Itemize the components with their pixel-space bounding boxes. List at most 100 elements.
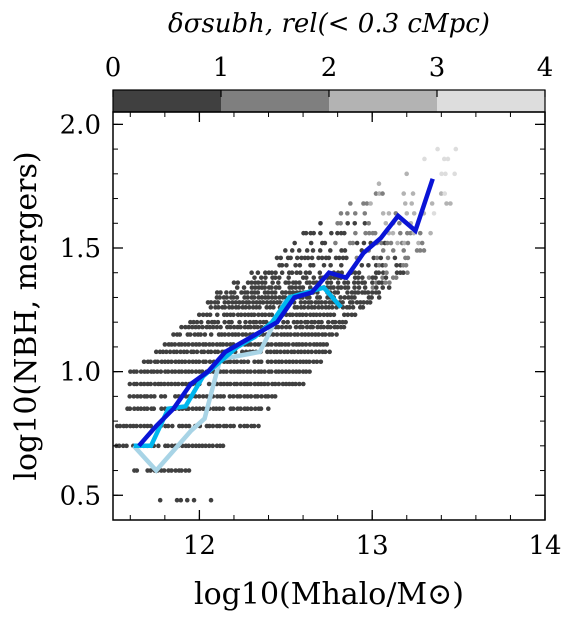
scatter-point (327, 248, 333, 253)
scatter-point (352, 211, 358, 216)
scatter-point (326, 255, 332, 261)
scatter-point (144, 394, 150, 399)
scatter-point (273, 295, 278, 300)
scatter-point (182, 359, 188, 365)
scatter-point (228, 423, 233, 429)
scatter-point (222, 332, 228, 337)
scatter-point (252, 275, 257, 280)
scatter-point (252, 342, 258, 347)
scatter-point (190, 342, 195, 347)
scatter-point (318, 230, 323, 236)
scatter-point (229, 305, 235, 310)
scatter-point (173, 468, 178, 473)
scatter-point (337, 319, 342, 325)
scatter-point (194, 349, 200, 355)
scatter-point (380, 211, 386, 216)
scatter-point (269, 290, 275, 295)
scatter-point (293, 381, 298, 387)
scatter-point (258, 381, 264, 387)
scatter-point (193, 443, 199, 449)
scatter-point (421, 248, 427, 253)
scatter-point (159, 359, 165, 365)
y-tick-label-1: 1.0 (60, 358, 101, 388)
scatter-point (331, 312, 337, 318)
scatter-point (134, 369, 139, 374)
scatter-point (184, 497, 190, 503)
scatter-point (301, 381, 306, 387)
scatter-point (226, 300, 231, 305)
scatter-point (200, 312, 206, 318)
scatter-point (316, 305, 321, 310)
scatter-point (255, 394, 260, 399)
scatter-point (286, 280, 292, 285)
scatter-point (200, 394, 206, 399)
scatter-point (386, 285, 392, 290)
scatter-point (255, 324, 260, 330)
scatter-point (217, 295, 222, 300)
scatter-point (318, 220, 323, 226)
scatter-point (311, 230, 316, 236)
scatter-point (356, 270, 362, 276)
scatter-point (221, 394, 227, 399)
scatter-point (293, 263, 298, 268)
y-axis-label: log10(NBH, mergers) (9, 151, 44, 480)
scatter-point (265, 359, 271, 365)
scatter-point (273, 359, 278, 365)
scatter-point (333, 240, 338, 246)
scatter-point (354, 300, 360, 305)
scatter-point (138, 394, 144, 399)
scatter-point (368, 201, 373, 206)
scatter-point (304, 248, 310, 253)
scatter-point (319, 319, 324, 325)
scatter-point (308, 312, 313, 318)
scatter-point (148, 423, 154, 429)
scatter-point (374, 285, 379, 290)
plot-area: 12 13 14 0.5 1.0 1.5 2.0 (60, 110, 562, 561)
scatter-point (313, 349, 319, 355)
scatter-point (328, 280, 334, 285)
scatter-point (416, 240, 421, 246)
scatter-point (283, 324, 289, 330)
scatter-point (138, 381, 144, 387)
scatter-point (248, 381, 253, 387)
scatter-point (264, 305, 270, 310)
scatter-point (172, 381, 178, 387)
scatter-point (196, 394, 202, 399)
scatter-point (269, 342, 274, 347)
x-tick-label-2: 14 (528, 531, 561, 561)
scatter-point (373, 191, 379, 196)
scatter-point (397, 220, 402, 226)
scatter-point (273, 342, 279, 347)
scatter-point (186, 468, 192, 473)
x-axis-label: log10(Mhalo/M⊙) (194, 577, 464, 612)
scatter-point (264, 300, 270, 305)
scatter-point (207, 312, 213, 318)
scatter-point (162, 359, 168, 365)
scatter-point (340, 300, 345, 305)
scatter-point (302, 300, 308, 305)
scatter-point (309, 349, 314, 355)
scatter-point (206, 443, 212, 449)
scatter-point (350, 240, 356, 246)
colorbar-bin-3 (437, 90, 545, 112)
scatter-point (201, 349, 207, 355)
y-tick-label-3: 2.0 (60, 110, 101, 140)
scatter-point (296, 342, 302, 347)
scatter-point (262, 280, 268, 285)
scatter-point (138, 423, 143, 429)
scatter-point (278, 255, 284, 261)
scatter-point (254, 300, 259, 305)
scatter-point (403, 263, 409, 268)
colorbar-bins (113, 90, 545, 112)
scatter-point (165, 359, 171, 365)
scatter-point (162, 394, 168, 399)
scatter-point (178, 497, 184, 503)
scatter-point (231, 295, 236, 300)
scatter-point (309, 255, 315, 261)
scatter-point (282, 349, 287, 355)
scatter-point (263, 275, 268, 280)
scatter-point (317, 312, 323, 318)
scatter-point (258, 369, 264, 374)
scatter-point (283, 342, 288, 347)
scatter-point (326, 319, 331, 325)
